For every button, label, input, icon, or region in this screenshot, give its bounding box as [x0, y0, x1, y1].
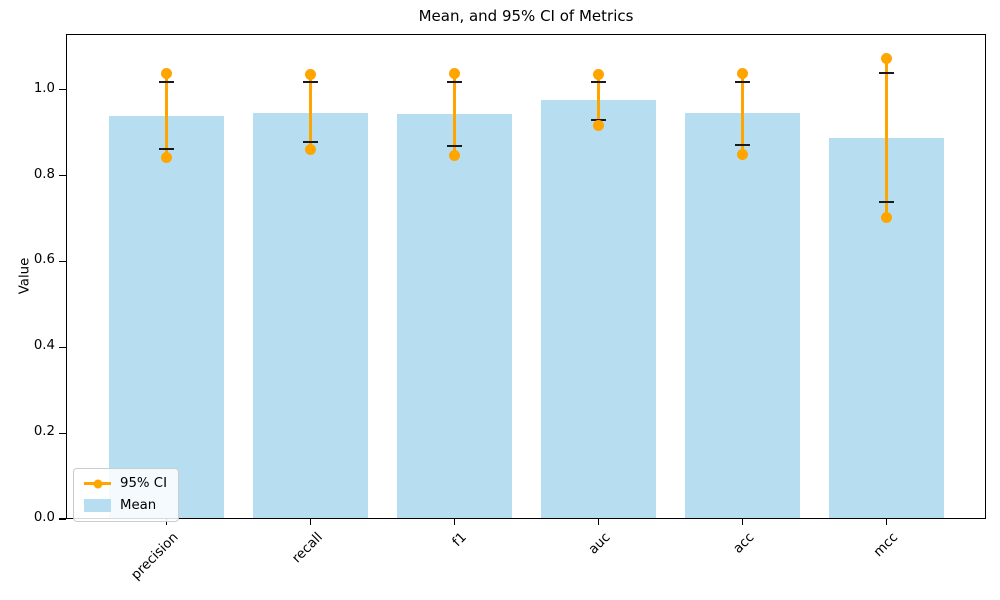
- ci-cap-low-recall: [303, 141, 319, 144]
- y-tick-label-0.4: 0.4: [33, 338, 55, 354]
- ci-dot-high-precision: [161, 67, 173, 79]
- ci-dot-low-precision: [161, 152, 173, 164]
- ci-line-f1: [453, 73, 457, 156]
- ci-legend-marker-icon: [84, 479, 111, 488]
- x-tick-mark: [886, 519, 888, 525]
- ci-dot-low-f1: [449, 149, 461, 161]
- x-tick-mark: [598, 519, 600, 525]
- mean-legend-swatch-icon: [84, 499, 111, 512]
- ci-line-acc: [741, 73, 744, 155]
- ci-cap-high-precision: [159, 80, 175, 83]
- bar-recall: [253, 112, 369, 518]
- x-tick-label-acc: acc: [730, 530, 758, 557]
- x-tick-label-f1: f1: [449, 530, 470, 550]
- y-tick-label-0.0: 0.0: [33, 510, 55, 525]
- x-tick-mark: [166, 519, 168, 525]
- bar-precision: [109, 115, 225, 518]
- ci-dot-low-recall: [305, 143, 317, 155]
- legend-label-ci: 95% CI: [120, 476, 167, 491]
- ci-line-recall: [309, 74, 313, 150]
- x-tick-mark: [454, 519, 456, 525]
- legend: 95% CI Mean: [73, 468, 179, 522]
- ci-cap-low-acc: [735, 143, 751, 146]
- ci-dot-low-mcc: [881, 212, 893, 224]
- y-tick-label-0.2: 0.2: [33, 424, 55, 440]
- y-tick-mark: [59, 346, 66, 348]
- ci-dot-low-auc: [593, 120, 605, 132]
- ci-dot-high-mcc: [881, 52, 893, 64]
- bar-f1: [397, 114, 513, 518]
- ci-line-auc: [597, 74, 600, 126]
- legend-entry-ci: 95% CI: [84, 476, 167, 491]
- y-tick-label-1.0: 1.0: [33, 80, 55, 96]
- x-tick-label-precision: precision: [128, 530, 182, 584]
- y-tick-mark: [59, 432, 66, 434]
- ci-dot-high-recall: [305, 68, 317, 80]
- ci-dot-low-acc: [737, 148, 749, 160]
- ci-line-mcc: [885, 58, 888, 218]
- ci-line-precision: [165, 73, 169, 158]
- ci-dot-high-f1: [449, 68, 461, 80]
- y-tick-mark: [59, 260, 66, 263]
- ci-cap-high-acc: [735, 80, 751, 84]
- bar-acc: [685, 113, 801, 518]
- x-tick-mark: [742, 519, 744, 525]
- ci-cap-high-f1: [447, 80, 463, 84]
- ci-dot-high-auc: [593, 69, 605, 81]
- x-tick-label-mcc: mcc: [871, 530, 902, 561]
- ci-cap-high-mcc: [879, 71, 895, 75]
- legend-entry-mean: Mean: [84, 498, 167, 513]
- legend-label-mean: Mean: [120, 498, 157, 513]
- y-tick-mark: [59, 174, 66, 177]
- y-tick-label-0.6: 0.6: [33, 252, 55, 268]
- x-tick-label-recall: recall: [289, 530, 326, 567]
- y-tick-mark: [59, 518, 66, 520]
- ci-cap-high-auc: [591, 80, 607, 84]
- ci-cap-high-recall: [303, 80, 319, 84]
- x-tick-mark: [310, 519, 312, 525]
- y-axis-label: Value: [17, 257, 33, 295]
- y-tick-mark: [59, 89, 66, 91]
- ci-cap-low-f1: [447, 144, 463, 148]
- ci-cap-low-auc: [591, 118, 607, 121]
- chart-title: Mean, and 95% CI of Metrics: [418, 7, 634, 25]
- y-tick-label-0.8: 0.8: [33, 166, 55, 182]
- x-tick-label-auc: auc: [585, 530, 614, 558]
- ci-legend-dot-icon: [93, 479, 102, 488]
- ci-cap-low-mcc: [879, 201, 895, 204]
- bar-auc: [541, 100, 657, 518]
- ci-dot-high-acc: [737, 67, 749, 79]
- ci-cap-low-precision: [159, 147, 175, 151]
